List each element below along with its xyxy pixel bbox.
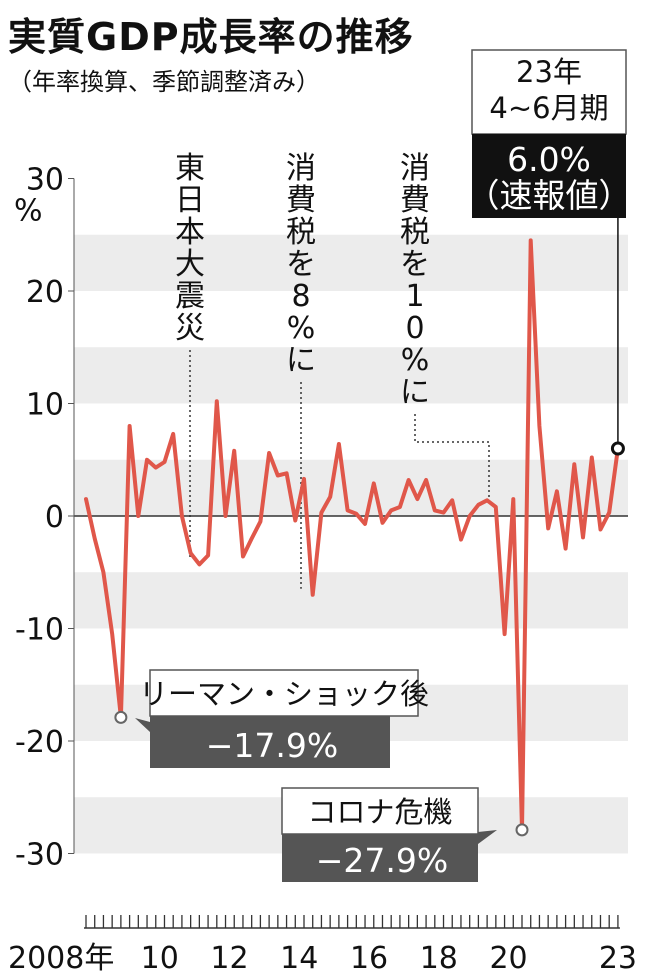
y-axis-unit: % (14, 194, 43, 229)
y-axis-ticks: 30 20 10 0 -10 -20 -30 (15, 163, 75, 873)
annotation-char: 税 (400, 215, 430, 250)
callout-label-box (149, 669, 419, 717)
chart-subtitle: （年率換算、季節調整済み） (8, 68, 320, 96)
callout-label-box (281, 787, 479, 835)
annotation-char: 0 (405, 311, 424, 346)
annotation-leader (414, 414, 490, 501)
annotation-char: 費 (400, 183, 430, 218)
callout-value: −27.9% (316, 841, 448, 880)
annotation-char: 日 (175, 183, 205, 218)
y-tick-label: 0 (45, 500, 64, 535)
annotation-char: 8 (291, 279, 310, 314)
annotation-char: 税 (286, 215, 316, 250)
annotation-char: に (286, 343, 316, 378)
annotation-char: % (287, 311, 316, 346)
callout-lehman: リーマン・ショック後 −17.9% (114, 669, 429, 768)
y-tick-label: -10 (15, 613, 64, 648)
callout-value-box (282, 830, 497, 882)
chart-title: 実質GDP成長率の推移 (8, 15, 414, 59)
x-tick-label: 18 (420, 941, 458, 976)
callout-label-line: 23年 (516, 55, 582, 89)
callout-subtext: （速報値） (467, 176, 632, 215)
annotation-char: 大 (175, 247, 205, 282)
band (74, 234, 628, 291)
annotation-char: 費 (286, 183, 316, 218)
callout-label-box (471, 49, 627, 135)
point-marker (515, 823, 529, 837)
x-tick-label: 14 (280, 941, 318, 976)
annotation-char: 東 (175, 151, 205, 186)
band (74, 347, 628, 404)
x-tick-label: 20 (489, 941, 527, 976)
callout-label: コロナ危機 (307, 795, 452, 829)
point-marker (114, 710, 128, 724)
x-axis: 2008年 10 12 14 16 18 20 23 (8, 915, 637, 976)
annotation-char: 1 (405, 279, 424, 314)
band (74, 459, 628, 516)
annotation-char: 震 (175, 279, 205, 314)
callout-label: リーマン・ショック後 (139, 677, 429, 711)
callout-label-line: 4~6月期 (489, 91, 608, 125)
x-tick-label: 16 (350, 941, 388, 976)
x-tick-label: 2008年 (8, 941, 114, 976)
annotation-char: 消 (400, 151, 430, 186)
x-tick-label: 10 (141, 941, 179, 976)
annotation-char: 消 (286, 151, 316, 186)
y-tick-label: 10 (26, 388, 64, 423)
x-tick-label: 23 (599, 941, 637, 976)
annotation-char: を (400, 247, 430, 282)
callout-value: −17.9% (206, 726, 338, 765)
y-tick-label: 30 (26, 163, 64, 198)
point-marker (610, 441, 625, 456)
y-tick-label: -20 (15, 725, 64, 760)
annotation-char: 本 (175, 215, 205, 250)
y-tick-label: -30 (15, 838, 64, 873)
band (74, 572, 628, 629)
callout-value-box (472, 134, 626, 218)
annotation-char: に (400, 375, 430, 410)
annotation-char: % (401, 343, 430, 378)
annotation-char: 災 (175, 311, 205, 346)
y-tick-label: 20 (26, 275, 64, 310)
callout-value: 6.0% (507, 140, 591, 179)
x-tick-label: 12 (210, 941, 248, 976)
annotation-char: を (286, 247, 316, 282)
series-line-gdp (84, 238, 620, 832)
callout-value-box (135, 716, 390, 768)
callout-corona: コロナ危機 −27.9% (281, 787, 529, 882)
